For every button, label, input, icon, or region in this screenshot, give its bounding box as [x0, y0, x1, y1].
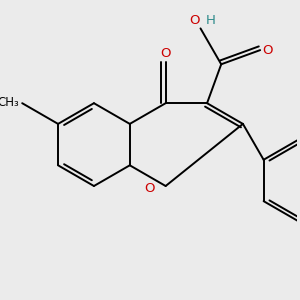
Text: CH₃: CH₃ [0, 96, 19, 109]
Text: O: O [189, 14, 200, 27]
Text: H: H [206, 14, 216, 27]
Text: O: O [160, 47, 171, 60]
Text: O: O [144, 182, 155, 195]
Text: O: O [262, 44, 272, 57]
